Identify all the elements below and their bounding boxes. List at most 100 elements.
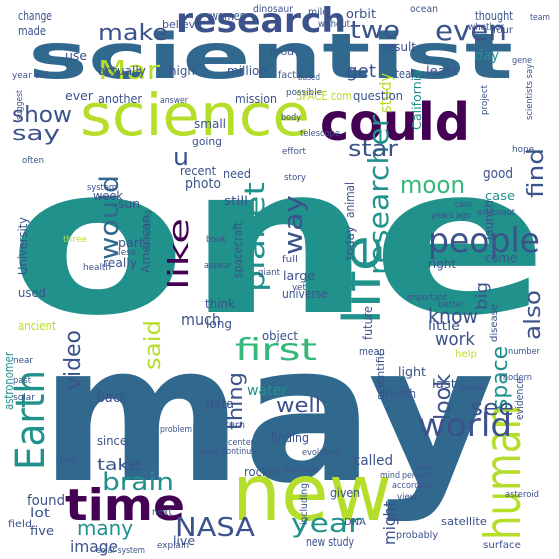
word-live: live xyxy=(173,534,195,548)
word-Mar: Mar xyxy=(98,56,160,86)
word-sun: sun xyxy=(118,197,140,211)
word-hope: hope xyxy=(512,145,534,155)
word-could: could xyxy=(320,93,470,153)
word-still: still xyxy=(224,194,248,208)
word-appear: appear xyxy=(204,261,232,271)
word-evolution: evolution xyxy=(302,448,340,458)
word-scientist: scientist xyxy=(28,20,513,93)
word-body: body xyxy=(281,113,302,123)
word-whether: whether xyxy=(468,22,505,33)
word-year: year xyxy=(291,509,361,539)
word-yet: yet xyxy=(292,283,306,293)
word-based: based xyxy=(298,73,320,83)
word-world: world xyxy=(418,406,512,444)
word-often: often xyxy=(22,156,44,166)
word-surface: surface xyxy=(483,540,521,551)
word-first: first xyxy=(235,333,317,368)
word-water: water xyxy=(247,383,287,399)
word-modern: modern xyxy=(500,373,532,383)
word-part: part xyxy=(118,236,144,250)
word-percent: percent xyxy=(402,471,432,481)
word-science: science xyxy=(80,81,310,149)
word-case: case xyxy=(485,189,515,203)
word-disease: disease xyxy=(489,304,500,342)
word-launch: launch xyxy=(482,200,496,240)
word-recent: recent xyxy=(180,164,216,178)
word-brain: brain xyxy=(102,468,174,496)
word-last: last xyxy=(432,377,456,391)
word-system: system xyxy=(87,183,117,193)
word-month: month xyxy=(382,387,416,401)
word-astronomer: astronomer xyxy=(2,352,16,410)
word-team: team xyxy=(395,67,421,81)
word-mind: mind xyxy=(380,471,400,481)
word-right: right xyxy=(428,257,456,271)
word-something: something xyxy=(143,210,153,250)
word-near: near xyxy=(13,356,33,366)
word-effort: effort xyxy=(282,147,306,157)
word-thing: thing xyxy=(223,372,247,430)
word-mission: mission xyxy=(235,92,277,106)
word-continue: continue xyxy=(222,447,256,457)
word-large: large xyxy=(283,269,315,283)
word-show: show xyxy=(12,103,72,128)
word-lot: lot xyxy=(30,506,50,520)
word-new-study: new study xyxy=(306,535,354,549)
word-best: best xyxy=(415,463,433,473)
word-help: help xyxy=(455,349,477,360)
word-seen: seen xyxy=(200,447,218,457)
word-come: come xyxy=(485,251,517,265)
word-day: day xyxy=(475,48,499,64)
word-rocket: rocket xyxy=(244,465,280,479)
word-high: high xyxy=(169,64,195,78)
word-team-small: team xyxy=(530,13,550,23)
word-least: least xyxy=(426,64,458,78)
word-need: need xyxy=(223,167,251,181)
word-SPACE-com: SPACE com xyxy=(296,89,352,103)
word-u: u xyxy=(173,143,189,171)
word-social: social xyxy=(460,383,484,393)
word-big: big xyxy=(472,282,491,310)
word-small: small xyxy=(194,117,226,131)
word-said: said xyxy=(141,320,166,370)
word-evidence: evidence xyxy=(513,378,526,420)
word-particle: particle xyxy=(285,465,319,475)
word-DNA: DNA xyxy=(344,517,366,528)
word-astronaut: astronaut xyxy=(477,208,515,218)
word-back: back xyxy=(97,390,128,406)
word-today: today xyxy=(343,226,357,260)
word-human: human xyxy=(474,405,532,540)
word-finding: finding xyxy=(271,431,309,445)
word-project: project xyxy=(480,85,490,115)
word-another: another xyxy=(98,92,142,106)
word-Earth: Earth xyxy=(8,370,54,470)
word-one: one xyxy=(8,123,548,361)
word-research: research xyxy=(176,1,346,41)
word-long: long xyxy=(206,317,232,331)
word-well: well xyxy=(276,393,321,417)
word-explain: explain xyxy=(157,541,189,551)
word-years-ago: years ago xyxy=(431,211,471,221)
word-gene: gene xyxy=(512,56,532,66)
word-data: data xyxy=(206,397,234,411)
word-people: people xyxy=(428,221,540,261)
word-food: food xyxy=(270,47,294,58)
word-asteroid: asteroid xyxy=(505,490,539,500)
word-video: video xyxy=(61,330,86,390)
word-full: full xyxy=(282,255,298,265)
word-women: women xyxy=(210,9,246,23)
word-case-small: case xyxy=(455,200,473,210)
word-number: number xyxy=(508,347,540,357)
word-make: make xyxy=(98,21,168,46)
word-many: many xyxy=(77,516,133,540)
word-time: time xyxy=(65,480,185,531)
word-ever: ever xyxy=(65,89,93,103)
word-giant: giant xyxy=(258,268,280,278)
word-since: since xyxy=(97,434,127,448)
word-like: like xyxy=(162,218,195,290)
word-even: even xyxy=(435,14,507,47)
word-given: given xyxy=(330,486,360,500)
word-good: good xyxy=(483,166,513,182)
word-three: three xyxy=(63,235,87,245)
word-fact: fact xyxy=(278,70,296,81)
